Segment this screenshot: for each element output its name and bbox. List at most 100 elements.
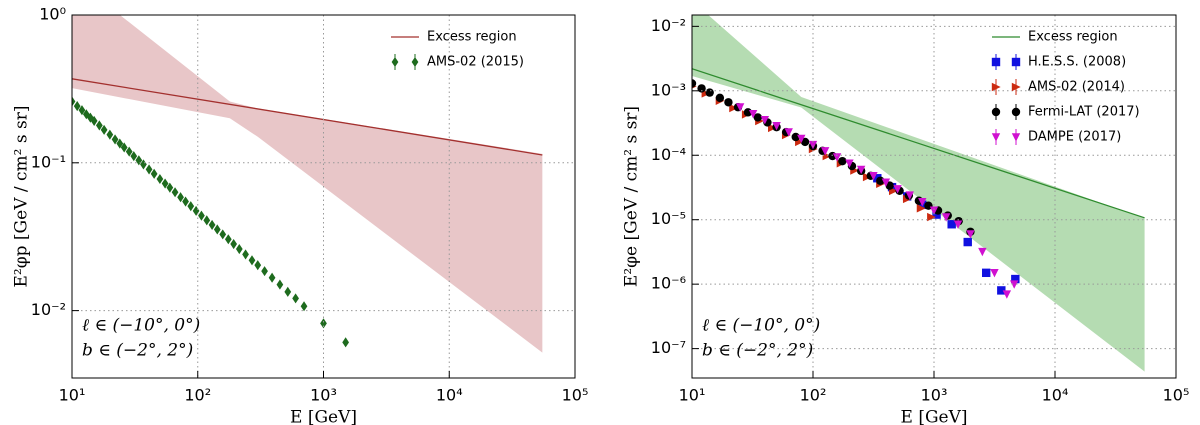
marker-triangle-down bbox=[881, 178, 891, 187]
marker-diamond bbox=[320, 318, 327, 329]
marker-diamond bbox=[100, 124, 108, 135]
y-tick-label: 10⁻² bbox=[31, 300, 66, 319]
annotation: b ∈ (−2°, 2°) bbox=[82, 341, 193, 361]
marker-triangle-right bbox=[767, 123, 777, 133]
legend-label: Excess region bbox=[1028, 30, 1118, 45]
marker-square bbox=[947, 220, 956, 229]
marker-triangle-down bbox=[869, 172, 878, 181]
legend-label: Fermi-LAT (2017) bbox=[1028, 105, 1140, 120]
marker-diamond bbox=[254, 260, 262, 271]
legend-label: Excess region bbox=[427, 30, 517, 45]
marker-diamond bbox=[72, 96, 76, 107]
plot-area bbox=[72, 15, 543, 353]
marker-circle bbox=[1011, 107, 1021, 117]
marker-diamond bbox=[156, 173, 164, 185]
band bbox=[692, 15, 1145, 372]
plot-area bbox=[692, 15, 1145, 372]
marker-diamond bbox=[284, 286, 292, 297]
marker-triangle-down bbox=[1002, 290, 1012, 299]
marker-diamond bbox=[224, 234, 232, 245]
marker-triangle-down bbox=[784, 128, 793, 137]
marker-diamond bbox=[187, 201, 195, 212]
x-tick-label: 10⁴ bbox=[1042, 386, 1069, 405]
marker-square bbox=[963, 237, 972, 247]
marker-diamond bbox=[140, 159, 147, 170]
x-axis-label: E [GeV] bbox=[901, 408, 968, 425]
marker-diamond bbox=[268, 272, 276, 283]
marker-triangle-down bbox=[991, 133, 1001, 142]
marker-circle bbox=[692, 79, 697, 88]
marker-square bbox=[1011, 57, 1021, 67]
marker-triangle-down bbox=[760, 116, 770, 125]
marker-triangle-down bbox=[905, 191, 914, 200]
marker-triangle-down bbox=[845, 159, 854, 168]
y-axis-label: E²φe [GeV / cm² s sr] bbox=[622, 106, 642, 287]
frame bbox=[691, 14, 1177, 379]
annotation: ℓ ∈ (−10°, 0°) bbox=[82, 316, 200, 336]
marker-triangle-down bbox=[1009, 280, 1019, 289]
marker-circle bbox=[705, 88, 714, 97]
legend-label: AMS-02 (2014) bbox=[1028, 80, 1125, 95]
x-axis-label: E [GeV] bbox=[290, 408, 357, 425]
marker-diamond bbox=[248, 255, 256, 266]
marker-diamond bbox=[261, 266, 268, 277]
marker-triangle-down bbox=[735, 103, 745, 112]
marker-circle bbox=[838, 156, 847, 166]
x-tick-label: 10² bbox=[184, 386, 211, 405]
marker-diamond bbox=[203, 215, 211, 226]
marker-circle bbox=[800, 137, 810, 147]
x-tick-label: 10⁵ bbox=[562, 386, 589, 405]
marker-diamond bbox=[145, 164, 153, 175]
marker-triangle-down bbox=[893, 185, 902, 194]
marker-diamond bbox=[276, 279, 284, 290]
marker-diamond bbox=[106, 129, 114, 140]
legend-label: H.E.S.S. (2008) bbox=[1028, 55, 1126, 70]
marker-triangle-right bbox=[927, 212, 936, 222]
y-axis-label: E²φp [GeV / cm² s sr] bbox=[12, 106, 32, 288]
marker-diamond bbox=[125, 146, 133, 157]
y-tick-label: 10⁻² bbox=[651, 16, 686, 35]
marker-diamond bbox=[161, 178, 169, 189]
y-tick-label: 10⁻⁷ bbox=[651, 338, 686, 357]
marker-triangle-down bbox=[820, 147, 830, 156]
marker-square bbox=[997, 286, 1006, 295]
y-tick-label: 10⁻¹ bbox=[31, 152, 66, 171]
marker-diamond bbox=[82, 109, 90, 120]
annotation: ℓ ∈ (−10°, 0°) bbox=[702, 316, 820, 336]
marker-diamond bbox=[73, 101, 81, 112]
x-tick-label: 10³ bbox=[310, 386, 337, 405]
marker-triangle-right bbox=[729, 103, 739, 113]
marker-triangle-down bbox=[748, 110, 758, 119]
marker-diamond bbox=[116, 138, 124, 149]
marker-diamond bbox=[111, 134, 119, 145]
marker-circle bbox=[991, 107, 1001, 117]
y-tick-label: 10⁻⁴ bbox=[651, 145, 686, 164]
marker-diamond bbox=[192, 205, 200, 216]
x-tick-label: 10¹ bbox=[59, 386, 86, 405]
marker-diamond bbox=[166, 182, 174, 193]
marker-triangle-right bbox=[916, 204, 926, 213]
y-tick-label: 10⁻³ bbox=[651, 80, 686, 99]
marker-diamond bbox=[198, 210, 205, 221]
marker-triangle-down bbox=[1011, 133, 1021, 142]
marker-triangle-down bbox=[808, 140, 818, 150]
marker-diamond bbox=[230, 239, 238, 250]
legend-label: AMS-02 (2015) bbox=[427, 55, 524, 70]
marker-triangle-down bbox=[953, 220, 963, 229]
x-tick-label: 10¹ bbox=[679, 386, 706, 405]
legend-label: DAMPE (2017) bbox=[1028, 130, 1121, 145]
frame bbox=[71, 14, 576, 379]
x-tick-label: 10⁴ bbox=[436, 386, 463, 405]
marker-diamond bbox=[411, 56, 419, 68]
marker-triangle-down bbox=[990, 269, 999, 278]
y-tick-label: 10⁰ bbox=[39, 5, 66, 24]
marker-triangle-down bbox=[941, 213, 951, 222]
marker-circle bbox=[697, 84, 706, 93]
marker-triangle-down bbox=[797, 134, 806, 144]
marker-triangle-right bbox=[991, 82, 1001, 92]
marker-diamond bbox=[150, 168, 158, 179]
panel: 10¹ 10² 10³ 10⁴ 10⁵ 10⁻² 10⁻¹ 10⁰ Excess region A… bbox=[12, 5, 589, 425]
annotation: b ∈ (−2°, 2°) bbox=[702, 341, 813, 361]
marker-triangle-down bbox=[966, 230, 975, 239]
marker-diamond bbox=[235, 243, 243, 255]
